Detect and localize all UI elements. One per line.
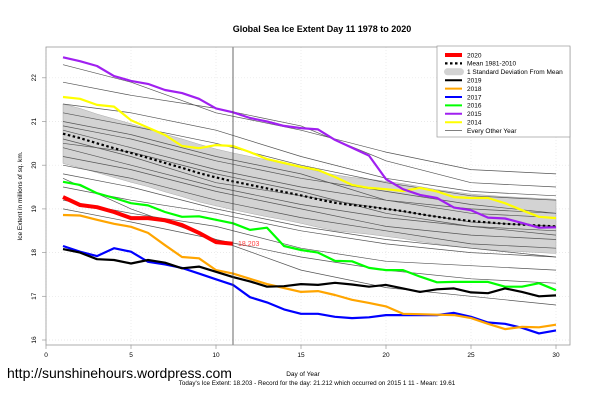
x-tick-label: 0: [44, 352, 48, 359]
y-tick-label: 20: [31, 161, 38, 169]
series-line-2019: [62, 248, 557, 298]
legend-label: 1 Standard Deviation From Mean: [467, 69, 563, 76]
x-tick-label: 10: [212, 352, 220, 359]
other-year-line: [62, 125, 557, 214]
x-tick-label: 25: [467, 352, 475, 359]
other-year-line: [62, 156, 557, 240]
other-year-line: [62, 129, 557, 218]
other-year-line: [62, 173, 557, 258]
x-axis-label: Day of Year: [286, 371, 320, 378]
other-year-line: [62, 81, 557, 188]
legend-label: 2017: [467, 94, 482, 101]
legend-swatch: [444, 68, 464, 76]
series-line-2014: [62, 95, 557, 220]
legend-label: 2020: [467, 52, 482, 59]
other-year-line: [62, 208, 557, 284]
legend-label: Mean 1981-2010: [467, 61, 517, 68]
series-line-2020: [62, 195, 234, 246]
legend-label: 2014: [467, 120, 482, 127]
plot-frame: [45, 46, 571, 346]
current-value-label: 18.203: [238, 241, 260, 248]
other-year-line: [62, 112, 557, 201]
y-axis-label: Ice Extent in millions of sq. km.: [17, 151, 24, 240]
other-year-line: [62, 186, 557, 258]
series-line-2018: [62, 213, 557, 331]
legend-label: 2018: [467, 86, 482, 93]
y-tick-label: 17: [31, 292, 38, 300]
x-tick-label: 20: [382, 352, 390, 359]
other-year-line: [62, 199, 557, 271]
y-tick-label: 18: [31, 249, 38, 257]
chart-title: Global Sea Ice Extent Day 11 1978 to 202…: [233, 24, 412, 34]
y-tick-label: 16: [31, 336, 38, 344]
y-tick-label: 22: [31, 74, 38, 82]
legend-label: 2016: [467, 103, 482, 110]
series-line-2016: [62, 180, 557, 292]
legend-label: 2015: [467, 111, 482, 118]
x-tick-label: 15: [297, 352, 305, 359]
x-tick-label: 5: [129, 352, 133, 359]
y-tick-label: 21: [31, 118, 38, 126]
other-year-line: [62, 103, 557, 197]
other-year-line: [62, 164, 557, 249]
legend-label: Every Other Year: [467, 128, 517, 135]
mean-line: [62, 132, 557, 228]
legend-label: 2019: [467, 78, 482, 85]
other-year-line: [62, 64, 557, 175]
x-tick-label: 30: [552, 352, 560, 359]
legend-box: [436, 45, 571, 138]
website-url: http://sunshinehours.wordpress.com: [7, 365, 232, 381]
summary-text: Today's Ice Extent: 18.203 - Record for …: [179, 380, 456, 387]
y-tick-label: 19: [31, 205, 38, 213]
other-year-line: [62, 121, 557, 214]
series-line-2015: [62, 56, 557, 229]
series-line-2017: [62, 244, 557, 335]
other-year-line: [62, 177, 557, 306]
